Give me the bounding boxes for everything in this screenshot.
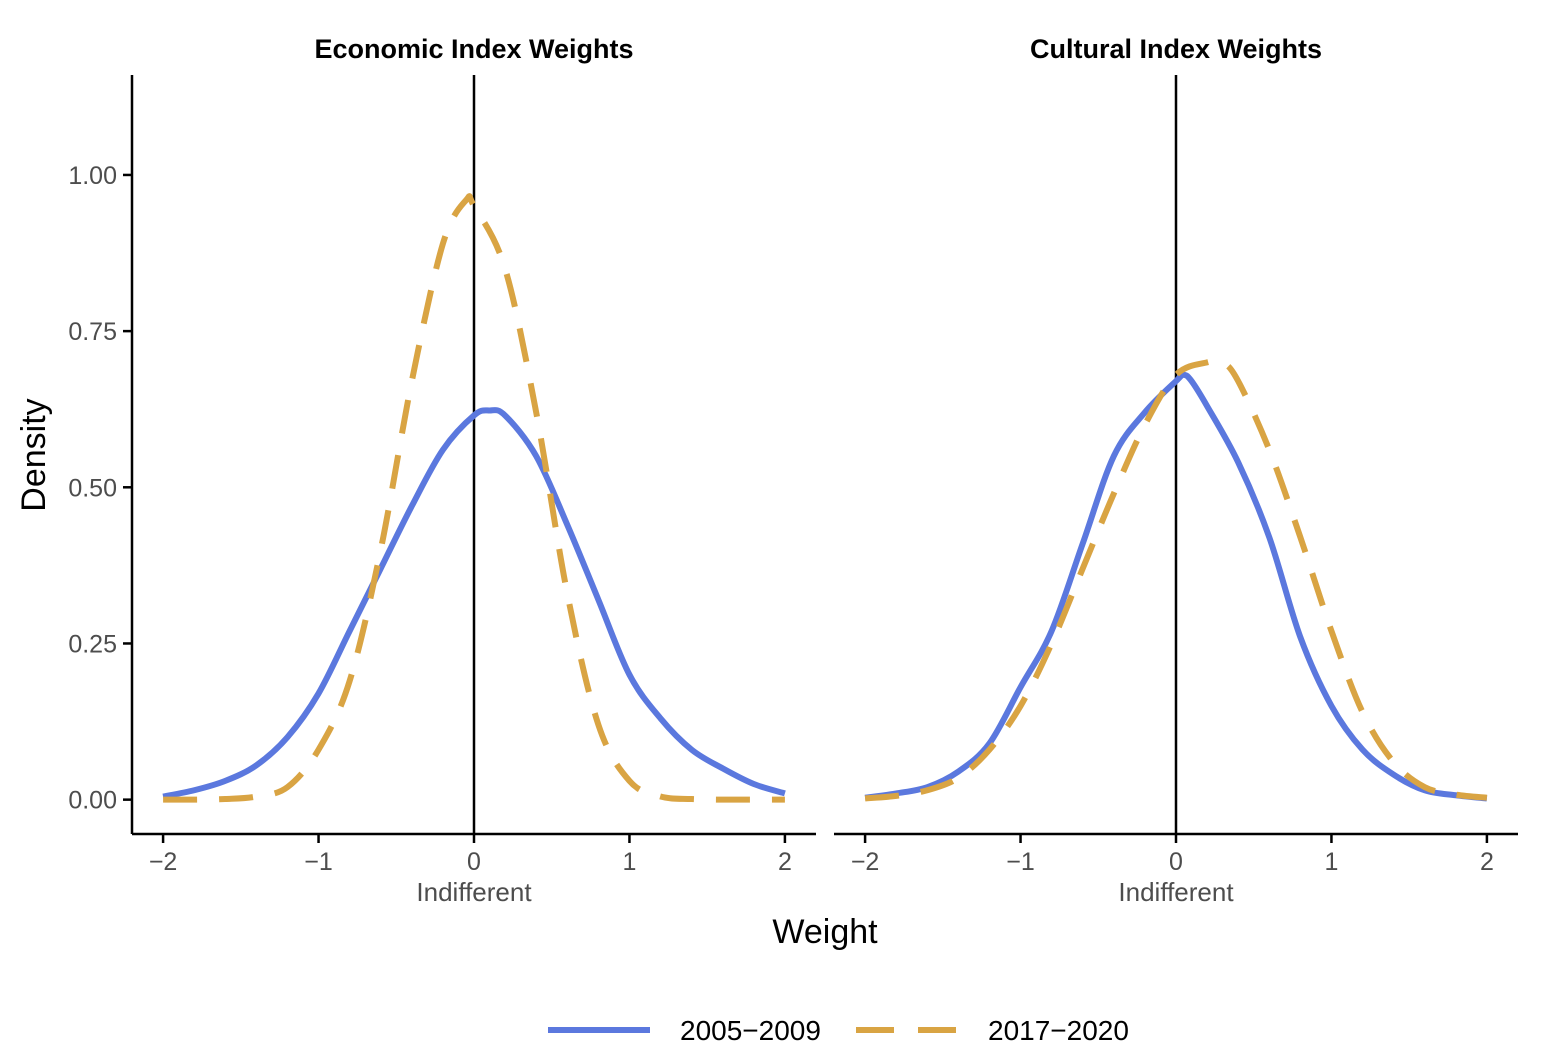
series-line-2017-2020 <box>864 357 1488 802</box>
indifferent-label: Indifferent <box>1118 877 1234 907</box>
panels-layer: Economic Index Weights −2 −1 0 1 2 Indifferent… <box>68 34 1518 907</box>
panel-1: Economic Index Weights −2 −1 0 1 2 Indifferent… <box>68 34 816 907</box>
y-tick-label: 0.50 <box>68 474 117 502</box>
legend-label-2: 2017−2020 <box>988 1015 1129 1046</box>
x-tick-label: 0 <box>467 848 481 876</box>
x-tick-label: 2 <box>1480 848 1494 876</box>
legend: 2005−2009 2017−2020 <box>548 1015 1129 1046</box>
series-line-2005-2009 <box>864 371 1488 802</box>
legend-label-1: 2005−2009 <box>680 1015 821 1046</box>
panel-title: Economic Index Weights <box>314 34 633 64</box>
series-line-2005-2009 <box>162 407 786 800</box>
x-tick-label: −2 <box>149 848 178 876</box>
y-axis-title: Density <box>15 398 53 511</box>
indifferent-label: Indifferent <box>416 877 532 907</box>
x-tick-label: 0 <box>1169 848 1183 876</box>
y-tick-label: 0.75 <box>68 318 117 346</box>
x-tick-label: 2 <box>778 848 792 876</box>
x-tick-label: 1 <box>623 848 637 876</box>
x-tick-label: 1 <box>1325 848 1339 876</box>
x-axis-title: Weight <box>772 913 878 951</box>
x-tick-label: −1 <box>1006 848 1035 876</box>
y-tick-label: 0.25 <box>68 630 117 658</box>
series-line-2017-2020 <box>163 193 785 803</box>
y-tick-label: 0.00 <box>68 787 117 815</box>
y-tick-label: 1.00 <box>68 162 117 190</box>
x-tick-label: −1 <box>304 848 333 876</box>
x-tick-label: −2 <box>851 848 880 876</box>
panel-title: Cultural Index Weights <box>1030 34 1322 64</box>
panel-2: Cultural Index Weights −2 −1 0 1 2 Indifferent <box>834 34 1518 907</box>
